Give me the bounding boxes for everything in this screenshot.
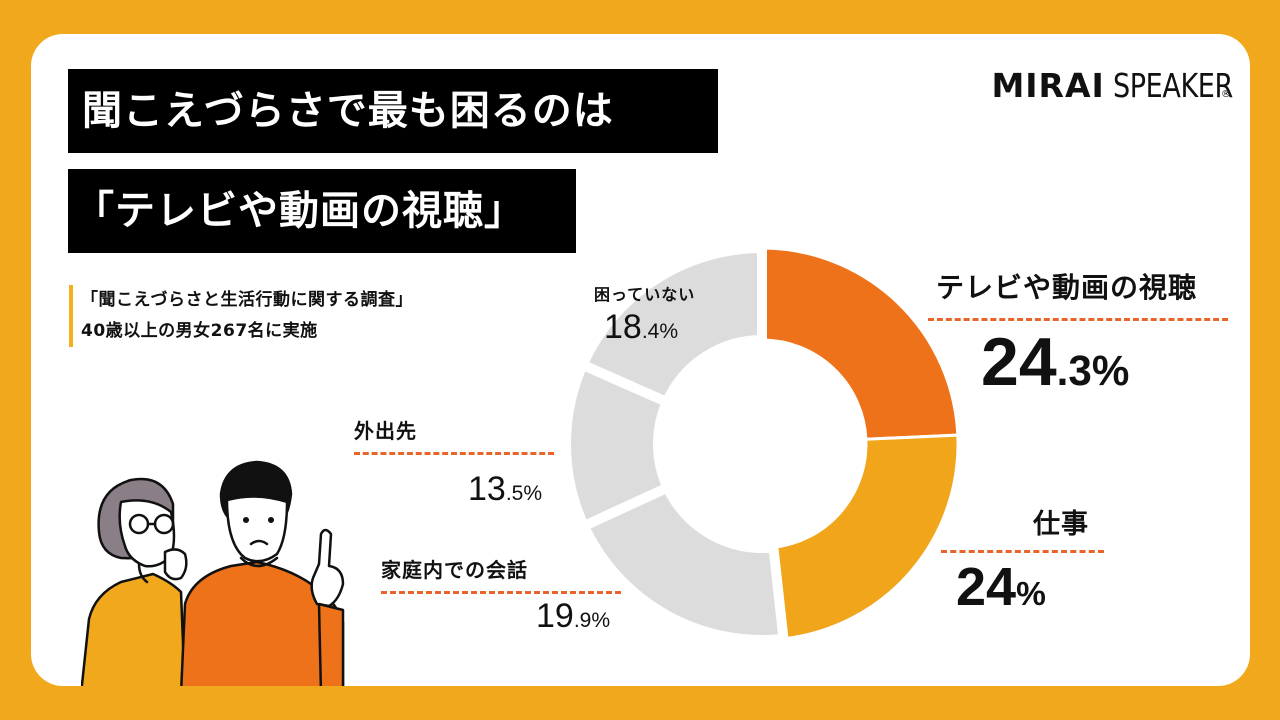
donut-slice-4 (576, 242, 767, 409)
dashed-divider (381, 591, 621, 594)
label-not-troubled: 困っていない (594, 285, 696, 304)
logo-mirai: MIRAI (991, 66, 1105, 105)
value-not-troubled: 18.4% (604, 308, 679, 346)
value-work: 24% (956, 557, 1046, 617)
brand-logo: MIRAI SPEAKER ® (991, 66, 1233, 105)
label-home-conversation: 家庭内での会話 (381, 558, 528, 582)
headline-line-2: 「テレビや動画の視聴」 (68, 169, 576, 253)
dashed-divider (354, 452, 554, 455)
donut-slice-2 (577, 480, 790, 645)
donut-slices (561, 242, 960, 645)
infographic-card: 聞こえづらさで最も困るのは 「テレビや動画の視聴」 MIRAI SPEAKER … (31, 34, 1250, 686)
value-outside: 13.5% (468, 470, 543, 508)
registered-mark-icon: ® (1221, 89, 1231, 100)
survey-name: 「聞こえづらさと生活行動に関する調査」 (81, 290, 413, 310)
logo-speaker: SPEAKER (1112, 66, 1233, 105)
label-tv-video: テレビや動画の視聴 (936, 271, 1198, 304)
dashed-divider (941, 550, 1104, 553)
donut-slice-0 (760, 246, 960, 441)
dashed-divider (928, 318, 1228, 321)
value-tv-video: 24.3% (981, 324, 1130, 400)
survey-caption: 「聞こえづらさと生活行動に関する調査」 40歳以上の男女267名に実施 (69, 285, 413, 347)
donut-chart (561, 242, 960, 645)
people-illustration (81, 460, 345, 686)
label-outside: 外出先 (354, 419, 417, 443)
value-home-conversation: 19.9% (536, 597, 611, 635)
survey-sample: 40歳以上の男女267名に実施 (81, 321, 318, 341)
label-work: 仕事 (1033, 509, 1089, 540)
headline-line-1: 聞こえづらさで最も困るのは (68, 69, 718, 153)
donut-slice-1 (771, 433, 960, 641)
